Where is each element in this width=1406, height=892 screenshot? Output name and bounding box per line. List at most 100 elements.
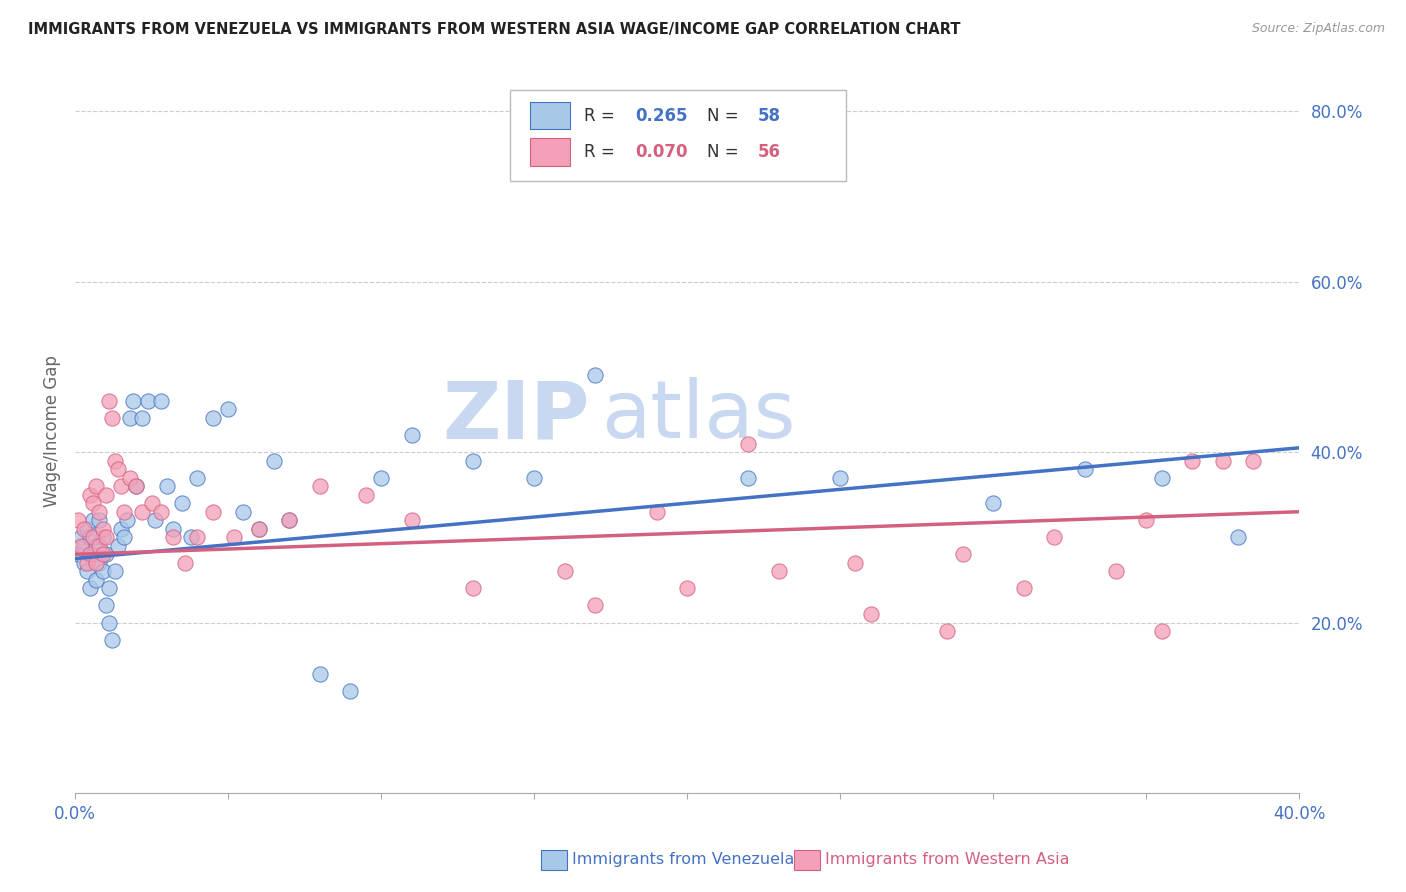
Point [1212, 453, 1234, 467]
Point [1150, 470, 1173, 484]
Point [67, 513, 90, 527]
Point [401, 428, 423, 442]
Point [263, 453, 285, 467]
Point [86, 479, 108, 493]
Point [149, 505, 172, 519]
Point [583, 368, 606, 383]
Point [1074, 462, 1097, 476]
Point [120, 411, 142, 425]
Point [523, 470, 546, 484]
Point [82, 513, 104, 527]
Point [247, 522, 270, 536]
Text: R =: R = [585, 143, 620, 161]
Point [1104, 565, 1126, 579]
Text: atlas: atlas [602, 377, 796, 455]
Text: ZIP: ZIP [441, 377, 589, 455]
Point [110, 479, 132, 493]
Text: Immigrants from Western Asia: Immigrants from Western Asia [825, 853, 1070, 867]
Point [100, 411, 122, 425]
Point [174, 556, 197, 570]
Point [79, 530, 101, 544]
Point [844, 556, 866, 570]
Point [308, 666, 330, 681]
Point [104, 453, 127, 467]
Point [125, 479, 148, 493]
Point [676, 582, 699, 596]
Point [112, 530, 135, 544]
Point [82, 530, 104, 544]
Point [224, 530, 246, 544]
Point [370, 470, 392, 484]
Point [112, 505, 135, 519]
Point [354, 488, 377, 502]
Point [737, 470, 759, 484]
Point [70, 530, 93, 544]
Point [94, 530, 117, 544]
Point [936, 624, 959, 638]
Point [830, 470, 852, 484]
Point [91, 547, 114, 561]
Point [91, 565, 114, 579]
Point [73, 556, 96, 570]
Point [91, 522, 114, 536]
Point [131, 505, 153, 519]
Point [82, 496, 104, 510]
Point [645, 505, 668, 519]
Text: 0.265: 0.265 [636, 107, 688, 125]
Point [172, 496, 194, 510]
Point [162, 522, 184, 536]
Point [89, 556, 111, 570]
Point [125, 479, 148, 493]
Point [73, 539, 96, 553]
Point [79, 582, 101, 596]
Point [89, 505, 111, 519]
Point [100, 632, 122, 647]
Point [97, 582, 120, 596]
Point [186, 470, 208, 484]
Point [676, 163, 699, 178]
Point [1181, 453, 1204, 467]
Point [97, 393, 120, 408]
Point [1012, 582, 1035, 596]
Point [201, 505, 224, 519]
Point [86, 539, 108, 553]
Point [91, 530, 114, 544]
Point [143, 513, 166, 527]
Y-axis label: Wage/Income Gap: Wage/Income Gap [44, 355, 60, 507]
Point [461, 453, 484, 467]
FancyBboxPatch shape [530, 138, 569, 166]
Text: Source: ZipAtlas.com: Source: ZipAtlas.com [1251, 22, 1385, 36]
Point [76, 522, 98, 536]
Point [97, 615, 120, 630]
Text: 0.070: 0.070 [636, 143, 688, 161]
Point [70, 539, 93, 553]
Text: 58: 58 [758, 107, 782, 125]
Point [138, 393, 160, 408]
Point [859, 607, 882, 621]
Point [554, 565, 576, 579]
Point [201, 411, 224, 425]
Point [217, 402, 239, 417]
Point [94, 547, 117, 561]
Point [115, 513, 138, 527]
Point [1043, 530, 1066, 544]
Point [1135, 513, 1157, 527]
Text: IMMIGRANTS FROM VENEZUELA VS IMMIGRANTS FROM WESTERN ASIA WAGE/INCOME GAP CORREL: IMMIGRANTS FROM VENEZUELA VS IMMIGRANTS … [28, 22, 960, 37]
Point [981, 496, 1004, 510]
Point [86, 573, 108, 587]
Point [89, 513, 111, 527]
Point [461, 582, 484, 596]
Point [120, 470, 142, 484]
Point [73, 522, 96, 536]
FancyBboxPatch shape [509, 90, 846, 181]
Point [67, 547, 90, 561]
Point [278, 513, 301, 527]
Point [86, 556, 108, 570]
Point [1241, 453, 1264, 467]
Point [180, 530, 202, 544]
Point [156, 479, 179, 493]
Text: 56: 56 [758, 143, 782, 161]
Text: Immigrants from Venezuela: Immigrants from Venezuela [572, 853, 794, 867]
Point [308, 479, 330, 493]
Point [76, 565, 98, 579]
